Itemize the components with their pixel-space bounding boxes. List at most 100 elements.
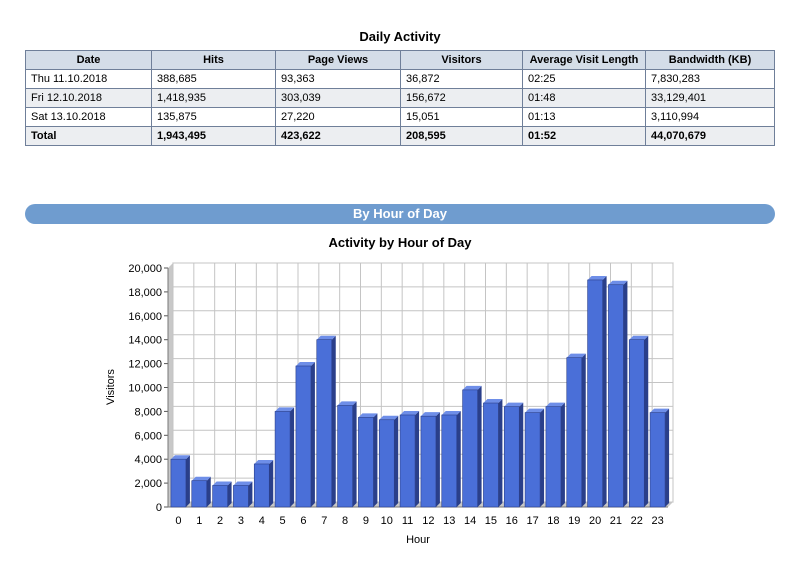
bar-top — [420, 412, 440, 417]
bar-side — [206, 476, 211, 507]
bar — [378, 419, 395, 508]
bar-side — [269, 459, 274, 507]
x-tick-label: 21 — [610, 515, 622, 527]
bar-top — [295, 361, 315, 366]
cell-total-label: Total — [25, 126, 152, 146]
cell-date: Thu 11.10.2018 — [25, 69, 152, 89]
x-tick-label: 19 — [568, 515, 580, 527]
bar-side — [352, 401, 357, 507]
cell-total-average-visit-length: 01:52 — [522, 126, 646, 146]
x-tick-label: 10 — [381, 515, 393, 527]
cell-bandwidth: 7,830,283 — [645, 69, 775, 89]
bar-side — [602, 275, 607, 507]
bar — [170, 458, 187, 508]
cell-date: Sat 13.10.2018 — [25, 107, 152, 127]
bar — [587, 279, 603, 508]
cell-hits: 1,418,935 — [151, 88, 276, 108]
cell-bandwidth: 3,110,994 — [645, 107, 775, 127]
bar — [358, 417, 374, 508]
bar-side — [623, 280, 628, 507]
cell-total-hits: 1,943,495 — [151, 126, 276, 146]
bar-top — [608, 280, 628, 285]
cell-average-visit-length: 02:25 — [522, 69, 646, 89]
daily-activity-table: Date Hits Page Views Visitors Average Vi… — [25, 50, 775, 146]
x-tick-label: 9 — [363, 515, 369, 527]
bar-side — [540, 408, 545, 507]
section-header-by-hour: By Hour of Day — [25, 204, 775, 224]
table-row: Sat 13.10.2018 135,875 27,220 15,051 01:… — [25, 107, 775, 127]
column-header-hits: Hits — [151, 50, 276, 70]
bar — [566, 357, 583, 508]
chart-side-wall — [168, 263, 173, 507]
bar — [483, 402, 499, 508]
bar-side — [373, 413, 378, 507]
table-header-row: Date Hits Page Views Visitors Average Vi… — [25, 50, 775, 70]
bar-top — [650, 408, 670, 413]
y-tick-label: 2,000 — [134, 478, 162, 490]
bar — [524, 412, 541, 508]
bar-top — [254, 459, 274, 464]
bar-top — [337, 401, 357, 406]
x-tick-label: 16 — [506, 515, 518, 527]
column-header-average-visit-length: Average Visit Length — [522, 50, 646, 70]
bar-side — [290, 407, 295, 507]
x-tick-label: 4 — [259, 515, 265, 527]
x-tick-label: 5 — [280, 515, 286, 527]
bar-top — [170, 455, 190, 460]
bar-top — [233, 481, 253, 486]
x-tick-label: 3 — [238, 515, 244, 527]
table-total-row: Total 1,943,495 423,622 208,595 01:52 44… — [25, 126, 775, 146]
bar — [233, 485, 249, 508]
bar-side — [665, 408, 670, 507]
bar-top — [441, 410, 461, 415]
y-tick-label: 18,000 — [128, 287, 162, 299]
bar-side — [310, 361, 315, 507]
bar — [191, 480, 208, 508]
cell-total-visitors: 208,595 — [400, 126, 523, 146]
bar — [274, 411, 291, 508]
bar-side — [519, 402, 524, 507]
bar — [295, 365, 312, 508]
cell-page-views: 303,039 — [275, 88, 401, 108]
bar — [420, 415, 437, 508]
column-header-bandwidth: Bandwidth (KB) — [645, 50, 775, 70]
x-tick-label: 12 — [422, 515, 434, 527]
x-tick-label: 8 — [342, 515, 348, 527]
bar-top — [483, 399, 503, 404]
bar — [503, 406, 520, 508]
bar-side — [477, 385, 482, 507]
y-tick-label: 8,000 — [134, 406, 162, 418]
bar-side — [185, 455, 190, 507]
cell-average-visit-length: 01:48 — [522, 88, 646, 108]
bar-top — [525, 408, 545, 413]
table-row: Thu 11.10.2018 388,685 93,363 36,872 02:… — [25, 69, 775, 89]
bar — [462, 389, 478, 508]
column-header-date: Date — [25, 50, 152, 70]
bar-side — [581, 353, 586, 507]
y-tick-label: 20,000 — [128, 263, 162, 275]
y-tick-label: 6,000 — [134, 430, 162, 442]
cell-hits: 135,875 — [151, 107, 276, 127]
bar-top — [316, 335, 336, 340]
bar-top — [504, 402, 524, 407]
bar-side — [644, 335, 649, 507]
bar-side — [415, 410, 420, 507]
bar — [337, 405, 353, 508]
x-tick-label: 6 — [300, 515, 306, 527]
bar-top — [587, 275, 607, 280]
bar-top — [545, 402, 565, 407]
x-tick-label: 0 — [175, 515, 181, 527]
chart-title: Activity by Hour of Day — [328, 235, 472, 250]
cell-page-views: 93,363 — [275, 69, 401, 89]
bar-top — [191, 476, 211, 481]
y-tick-label: 0 — [156, 502, 162, 514]
bar — [399, 414, 416, 508]
bar-side — [435, 412, 440, 507]
x-tick-label: 2 — [217, 515, 223, 527]
bar — [212, 485, 228, 508]
x-tick-label: 7 — [321, 515, 327, 527]
bar-side — [331, 335, 336, 507]
bar — [441, 414, 458, 508]
daily-activity-title: Daily Activity — [359, 29, 441, 44]
x-tick-label: 17 — [526, 515, 538, 527]
